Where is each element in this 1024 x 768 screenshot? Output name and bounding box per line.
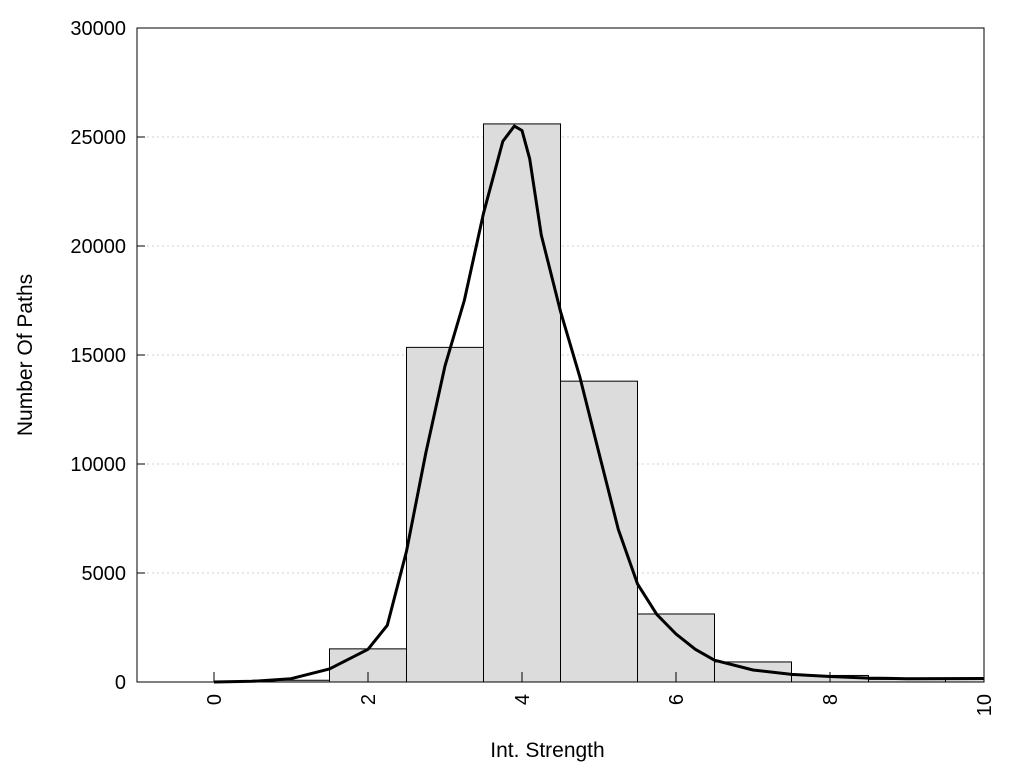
histogram-bar-4 xyxy=(560,380,638,683)
x-tick-label-1: 2 xyxy=(358,694,380,705)
x-axis-ticks: 0 2 4 6 8 10 xyxy=(204,672,996,716)
y-tick-label-6: 30000 xyxy=(70,18,126,40)
grid-lines xyxy=(137,136,984,574)
x-tick-label-4: 8 xyxy=(820,694,842,705)
x-axis-title: Int. Strength xyxy=(490,739,604,762)
y-tick-label-3: 15000 xyxy=(70,345,126,367)
y-axis-ticks: 0 5000 10000 15000 20000 25000 30000 xyxy=(70,18,145,694)
y-tick-label-1: 5000 xyxy=(82,563,127,585)
histogram-bar-5 xyxy=(637,613,715,683)
x-tick-label-3: 6 xyxy=(666,694,688,705)
fit-curve xyxy=(213,124,985,684)
histogram-bar-2 xyxy=(406,346,484,683)
histogram-bars xyxy=(252,123,985,683)
x-tick-label-5: 10 xyxy=(974,694,996,716)
y-tick-label-0: 0 xyxy=(115,672,126,694)
histogram-bar-3 xyxy=(483,123,561,683)
y-tick-label-4: 20000 xyxy=(70,236,126,258)
y-tick-label-2: 10000 xyxy=(70,454,126,476)
x-tick-label-0: 0 xyxy=(204,694,226,705)
y-tick-label-5: 25000 xyxy=(70,127,126,149)
y-axis-title: Number Of Paths xyxy=(14,274,37,436)
x-tick-label-2: 4 xyxy=(512,694,534,705)
